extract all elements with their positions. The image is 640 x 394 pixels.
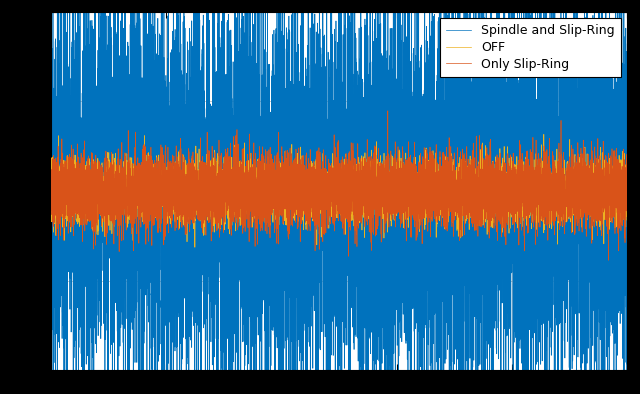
Spindle and Slip-Ring <box>160 194 168 199</box>
Line: OFF: OFF <box>51 134 627 247</box>
Only Slip-Ring <box>82 184 90 188</box>
Spindle and Slip-Ring <box>623 126 631 131</box>
OFF <box>540 132 548 137</box>
OFF <box>191 245 198 250</box>
Line: Only Slip-Ring: Only Slip-Ring <box>51 111 627 260</box>
Only Slip-Ring <box>71 189 79 193</box>
Only Slip-Ring <box>384 108 392 113</box>
Spindle and Slip-Ring <box>593 149 600 153</box>
OFF <box>329 205 337 210</box>
Only Slip-Ring <box>47 201 55 206</box>
Only Slip-Ring <box>329 165 337 170</box>
Legend: Spindle and Slip-Ring, OFF, Only Slip-Ring: Spindle and Slip-Ring, OFF, Only Slip-Ri… <box>440 18 621 77</box>
Only Slip-Ring <box>623 218 631 223</box>
OFF <box>50 174 58 179</box>
Only Slip-Ring <box>50 187 58 191</box>
Spindle and Slip-Ring <box>71 156 79 161</box>
OFF <box>47 183 55 188</box>
OFF <box>82 192 90 197</box>
OFF <box>593 178 600 182</box>
Spindle and Slip-Ring <box>50 259 58 264</box>
OFF <box>623 192 631 197</box>
OFF <box>71 203 79 207</box>
Only Slip-Ring <box>160 188 168 193</box>
Spindle and Slip-Ring <box>82 232 90 237</box>
Spindle and Slip-Ring <box>329 127 337 132</box>
Spindle and Slip-Ring <box>47 140 55 145</box>
OFF <box>160 191 168 196</box>
Line: Spindle and Slip-Ring: Spindle and Slip-Ring <box>51 0 627 394</box>
Only Slip-Ring <box>605 258 612 262</box>
Only Slip-Ring <box>593 207 600 212</box>
